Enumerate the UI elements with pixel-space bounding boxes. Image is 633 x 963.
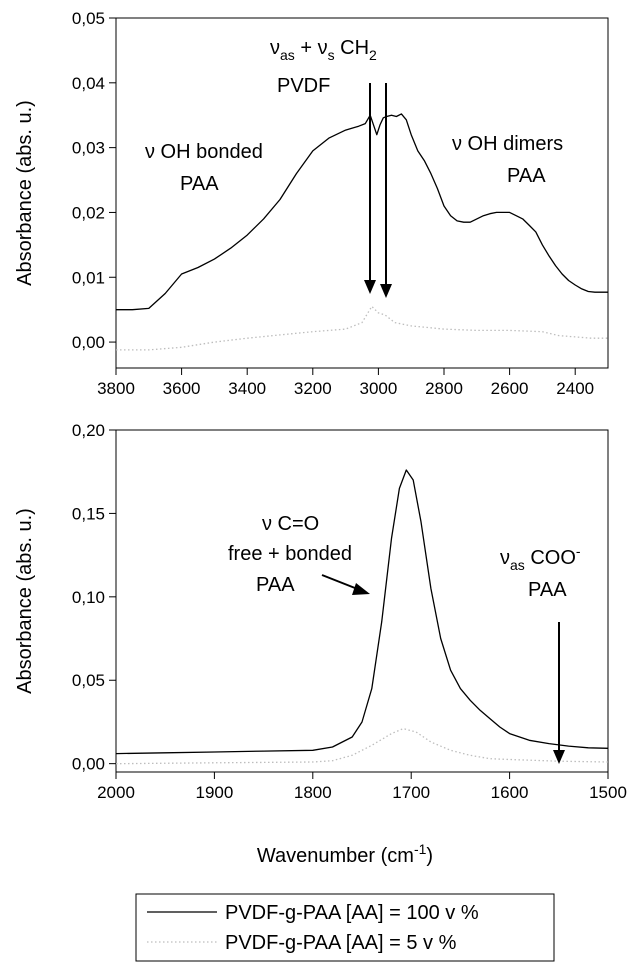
bottom-xtick-label: 1600 [491, 783, 529, 802]
top-series-100-line [116, 113, 608, 311]
ch2-annotation: νas + νs CH2 [270, 37, 377, 63]
top-xtick-label: 3000 [359, 379, 397, 398]
top-ytick-label: 0,04 [72, 74, 105, 93]
top-panel: 0,00 0,01 0,02 0,03 0,04 0,05 3800 3600 3400 320… [14, 9, 609, 398]
oh-dimers-paa-annotation: PAA [507, 165, 546, 187]
ch2-arrow-right [380, 83, 392, 298]
top-xtick-label: 3800 [97, 379, 135, 398]
bottom-x-ticks: 2000 1900 1800 1700 1600 1500 [97, 772, 627, 802]
top-xtick-label: 2800 [425, 379, 463, 398]
top-plot-frame [115, 17, 609, 369]
top-xtick-label: 2600 [491, 379, 529, 398]
top-ytick-label: 0,02 [72, 203, 105, 222]
top-x-ticks: 3800 3600 3400 3200 3000 2800 2600 2400 [97, 368, 594, 398]
bottom-ytick-label: 0,20 [72, 421, 105, 440]
bottom-ytick-label: 0,10 [72, 588, 105, 607]
bottom-xtick-label: 1800 [294, 783, 332, 802]
bottom-xtick-label: 1900 [195, 783, 233, 802]
bottom-plot-frame [115, 429, 609, 773]
coo-paa-annotation: PAA [528, 579, 567, 601]
top-series-5-line [116, 305, 608, 351]
co-arrow [321, 574, 370, 595]
top-xtick-label: 2400 [556, 379, 594, 398]
top-xtick-label: 3600 [163, 379, 201, 398]
oh-bonded-paa-annotation: PAA [180, 173, 219, 195]
top-ytick-label: 0,00 [72, 333, 105, 352]
oh-bonded-annotation: ν OH bonded [145, 141, 263, 163]
top-series [116, 113, 608, 351]
bottom-y-ticks: 0,00 0,05 0,10 0,15 0,20 [72, 421, 116, 774]
legend-box [135, 893, 555, 962]
bottom-xtick-label: 2000 [97, 783, 135, 802]
oh-dimers-annotation: ν OH dimers [452, 133, 563, 155]
bottom-ytick-label: 0,00 [72, 755, 105, 774]
legend-label-100: PVDF-g-PAA [AA] = 100 v % [225, 902, 479, 924]
bottom-panel: 0,00 0,05 0,10 0,15 0,20 2000 1900 1800 1700 160… [14, 421, 627, 802]
bottom-ytick-label: 0,15 [72, 504, 105, 523]
top-y-axis-label: Absorbance (abs. u.) [14, 100, 36, 286]
bottom-xtick-label: 1500 [589, 783, 627, 802]
top-ytick-label: 0,05 [72, 9, 105, 28]
pvdf-annotation: PVDF [277, 75, 330, 97]
bottom-y-axis-label: Absorbance (abs. u.) [14, 508, 36, 694]
legend: PVDF-g-PAA [AA] = 100 v % PVDF-g-PAA [AA… [135, 893, 555, 962]
bottom-series-100-line [115, 469, 609, 755]
top-y-ticks: 0,00 0,01 0,02 0,03 0,04 0,05 [72, 9, 116, 352]
legend-label-5: PVDF-g-PAA [AA] = 5 v % [225, 932, 457, 954]
coo-annotation: νas COO- [500, 543, 581, 573]
coo-arrow [553, 622, 565, 764]
top-ytick-label: 0,01 [72, 268, 105, 287]
top-xtick-label: 3200 [294, 379, 332, 398]
bottom-ytick-label: 0,05 [72, 671, 105, 690]
co-paa-annotation: PAA [256, 574, 295, 596]
bottom-xtick-label: 1700 [392, 783, 430, 802]
x-axis-label: Wavenumber (cm-1) [257, 841, 433, 867]
bottom-series [115, 469, 609, 765]
free-bonded-annotation: free + bonded [228, 543, 352, 565]
top-ytick-label: 0,03 [72, 139, 105, 158]
top-xtick-label: 3400 [228, 379, 266, 398]
ch2-arrow-left [364, 83, 376, 294]
bottom-series-5-line [115, 727, 609, 765]
co-annotation: ν C=O [262, 513, 319, 535]
